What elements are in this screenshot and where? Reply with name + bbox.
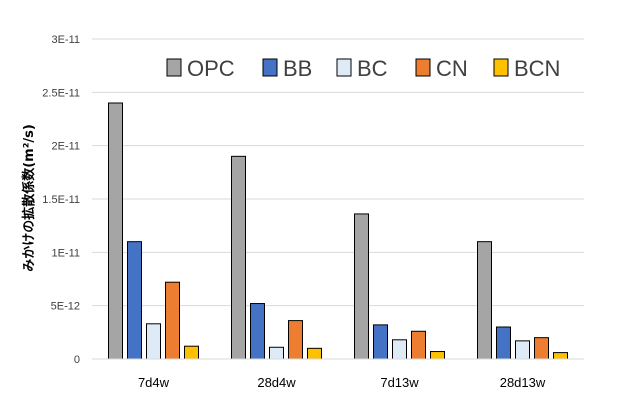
bar-bcn-7d13w [430, 351, 445, 360]
bars [108, 102, 568, 360]
x-category-label: 7d13w [380, 375, 419, 390]
legend-swatch-opc [166, 58, 182, 77]
bar-bcn-7d4w [184, 345, 199, 360]
legend: OPC BB BC CN BCN [166, 56, 560, 81]
bar-bc-7d13w [392, 339, 407, 360]
bar-bcn-28d13w [553, 352, 568, 360]
bar-opc-7d4w [108, 102, 123, 360]
y-tick-label: 0 [74, 354, 80, 366]
y-tick-label: 5E-12 [51, 301, 80, 313]
legend-label-bb: BB [283, 56, 312, 81]
y-axis-label: みかけの拡散係数(m²/s) [21, 124, 37, 272]
y-tick-label: 1E-11 [51, 247, 80, 259]
y-tick-label: 2.5E-11 [42, 87, 80, 99]
legend-swatch-bcn [493, 58, 509, 77]
bar-opc-7d13w [354, 213, 369, 360]
legend-label-bc: BC [357, 56, 388, 81]
y-tick-label: 2E-11 [51, 141, 80, 153]
gridlines [92, 38, 584, 307]
bar-cn-7d4w [165, 281, 180, 360]
bar-cn-7d13w [411, 330, 426, 360]
y-tick-label: 1.5E-11 [42, 194, 80, 206]
legend-label-cn: CN [436, 56, 468, 81]
bar-bc-7d4w [146, 323, 161, 360]
bar-bc-28d13w [515, 340, 530, 360]
y-axis-ticks: 0 5E-12 1E-11 1.5E-11 2E-11 2.5E-11 3E-11 [42, 34, 80, 366]
bar-bb-7d4w [127, 241, 142, 360]
bar-opc-28d4w [231, 155, 246, 360]
bar-bb-28d13w [496, 326, 511, 360]
bar-bb-28d4w [250, 303, 265, 360]
legend-label-opc: OPC [187, 56, 235, 81]
bar-bc-28d4w [269, 346, 284, 360]
bar-cn-28d13w [534, 337, 549, 360]
legend-swatch-bb [262, 58, 278, 77]
y-tick-label: 3E-11 [51, 34, 80, 46]
legend-swatch-cn [415, 58, 431, 77]
bar-bcn-28d4w [307, 347, 322, 360]
x-category-label: 28d4w [257, 375, 296, 390]
legend-label-bcn: BCN [514, 56, 560, 81]
x-axis: 7d4w 28d4w 7d13w 28d13w [92, 358, 584, 390]
bar-opc-28d13w [477, 241, 492, 360]
bar-cn-28d4w [288, 320, 303, 360]
legend-swatch-bc [336, 58, 352, 77]
x-category-label: 28d13w [500, 375, 546, 390]
bar-bb-7d13w [373, 324, 388, 360]
x-category-label: 7d4w [138, 375, 170, 390]
